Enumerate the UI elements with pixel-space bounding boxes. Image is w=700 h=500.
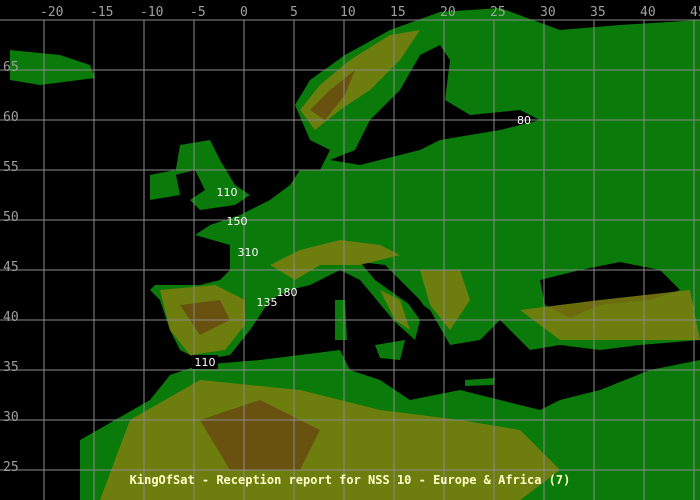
longitude-label: 45 bbox=[690, 5, 700, 20]
latitude-label: 25 bbox=[3, 460, 19, 475]
map-caption: KingOfSat - Reception report for NSS 10 … bbox=[129, 473, 571, 487]
crete bbox=[465, 378, 495, 386]
sicily bbox=[375, 340, 405, 360]
longitude-label: 0 bbox=[240, 5, 248, 20]
longitude-label: -10 bbox=[140, 5, 163, 20]
latitude-label: 65 bbox=[3, 60, 19, 75]
iceland bbox=[10, 50, 95, 85]
reception-value-label: 150 bbox=[227, 215, 248, 228]
baltic-sea bbox=[330, 45, 540, 165]
longitude-label: -5 bbox=[190, 5, 206, 20]
reception-value-label: 180 bbox=[277, 286, 298, 299]
label-background bbox=[192, 355, 218, 369]
adriatic bbox=[360, 262, 430, 315]
longitude-label: -20 bbox=[40, 5, 63, 20]
longitude-label: -15 bbox=[90, 5, 113, 20]
latitude-label: 35 bbox=[3, 360, 19, 375]
latitude-label: 45 bbox=[3, 260, 19, 275]
reception-value-label: 110 bbox=[217, 186, 238, 199]
reception-value-label: 135 bbox=[257, 296, 278, 309]
longitude-label: 30 bbox=[540, 5, 556, 20]
longitude-label: 25 bbox=[490, 5, 506, 20]
latitude-label: 60 bbox=[3, 110, 19, 125]
latitude-label: 40 bbox=[3, 310, 19, 325]
ireland bbox=[150, 170, 180, 200]
reception-value-label: 110 bbox=[195, 356, 216, 369]
longitude-label: 15 bbox=[390, 5, 406, 20]
latitude-label: 55 bbox=[3, 160, 19, 175]
longitude-label: 35 bbox=[590, 5, 606, 20]
reception-value-label: 310 bbox=[238, 246, 259, 259]
latitude-label: 50 bbox=[3, 210, 19, 225]
longitude-label: 5 bbox=[290, 5, 298, 20]
longitude-label: 20 bbox=[440, 5, 456, 20]
longitude-label: 10 bbox=[340, 5, 356, 20]
latitude-label: 30 bbox=[3, 410, 19, 425]
longitude-label: 40 bbox=[640, 5, 656, 20]
reception-value-label: 80 bbox=[517, 114, 531, 127]
